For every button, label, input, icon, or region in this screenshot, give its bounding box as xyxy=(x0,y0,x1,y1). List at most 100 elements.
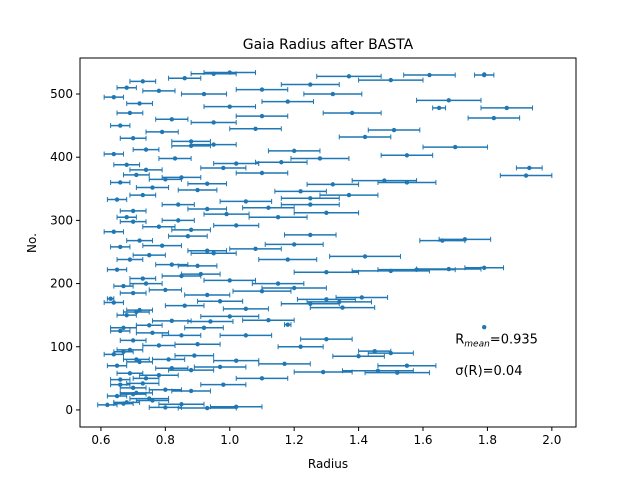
data-point xyxy=(130,290,136,296)
data-point xyxy=(169,117,174,122)
data-point xyxy=(440,238,445,243)
data-point xyxy=(188,388,194,394)
data-point xyxy=(275,281,281,286)
data-point xyxy=(340,305,345,310)
data-point xyxy=(227,278,232,283)
y-axis-label: No. xyxy=(25,233,39,253)
data-point xyxy=(188,143,194,149)
data-point xyxy=(108,296,113,301)
data-point xyxy=(217,364,223,370)
data-point xyxy=(140,381,146,386)
data-point xyxy=(205,206,210,212)
data-point xyxy=(482,72,487,77)
data-point xyxy=(127,371,133,376)
data-point xyxy=(140,79,146,84)
x-axis-ticks: 0.6 0.8 1.0 1.2 1.4 1.6 1.8 2.0 xyxy=(91,427,561,447)
data-point xyxy=(163,405,168,410)
data-point xyxy=(182,76,187,81)
data-point xyxy=(205,248,210,253)
data-point xyxy=(143,376,149,381)
data-point xyxy=(111,352,117,357)
data-point xyxy=(259,376,265,381)
data-point xyxy=(192,353,197,358)
data-point xyxy=(156,88,162,94)
data-point xyxy=(234,404,239,409)
data-point xyxy=(140,192,146,198)
data-point xyxy=(176,202,181,207)
x-tick-label: 1.2 xyxy=(285,433,304,447)
data-point xyxy=(308,301,313,306)
data-point xyxy=(436,105,442,111)
data-point xyxy=(362,134,368,140)
data-point xyxy=(150,330,155,336)
data-layer xyxy=(97,70,553,411)
data-point xyxy=(169,366,174,371)
data-point xyxy=(130,391,136,397)
data-point xyxy=(137,101,142,106)
data-point xyxy=(159,243,165,248)
data-point xyxy=(523,173,529,178)
x-tick-label: 1.8 xyxy=(478,433,497,447)
data-point xyxy=(130,385,136,391)
y-tick-label: 0 xyxy=(65,403,73,417)
data-point xyxy=(118,377,123,382)
x-tick-label: 0.8 xyxy=(156,433,175,447)
data-point xyxy=(221,382,226,387)
data-point xyxy=(253,246,258,252)
data-point xyxy=(156,343,162,348)
data-point xyxy=(308,82,313,87)
data-point xyxy=(105,402,110,408)
data-point xyxy=(195,263,200,269)
data-point xyxy=(388,77,394,83)
data-point xyxy=(285,99,290,104)
data-point xyxy=(201,325,207,330)
data-point xyxy=(259,288,265,294)
data-point xyxy=(130,338,136,343)
data-point xyxy=(143,147,149,152)
data-point xyxy=(227,104,232,109)
data-point xyxy=(282,361,287,367)
data-point xyxy=(114,197,120,202)
x-axis-label: Radius xyxy=(308,457,348,471)
data-point xyxy=(217,299,223,304)
data-point xyxy=(234,223,239,228)
data-point xyxy=(188,367,194,373)
data-point xyxy=(391,127,397,133)
data-point xyxy=(211,71,216,76)
data-point xyxy=(124,85,129,90)
data-point xyxy=(491,115,497,121)
data-point xyxy=(372,348,377,354)
data-point xyxy=(114,363,120,368)
data-point xyxy=(205,181,210,186)
annotation-mean-radius: Rmean=0.935 xyxy=(455,333,538,350)
data-point xyxy=(253,126,258,131)
data-point xyxy=(482,324,487,330)
data-point xyxy=(298,344,303,349)
data-point xyxy=(166,357,171,362)
data-point xyxy=(134,357,139,362)
data-point xyxy=(195,187,200,193)
data-point xyxy=(147,252,152,258)
data-point xyxy=(143,281,149,286)
data-point xyxy=(134,309,139,315)
data-point xyxy=(118,180,123,185)
data-point xyxy=(259,170,265,176)
data-point xyxy=(234,358,239,363)
data-point xyxy=(243,199,249,204)
data-point xyxy=(324,336,329,342)
data-point xyxy=(279,160,284,165)
data-point xyxy=(124,312,129,318)
y-tick-label: 400 xyxy=(50,150,73,164)
data-point xyxy=(308,202,313,207)
data-point xyxy=(134,172,139,178)
data-point xyxy=(130,219,136,224)
data-point xyxy=(118,244,123,250)
data-point xyxy=(362,254,368,259)
data-point xyxy=(121,283,126,289)
data-point xyxy=(111,151,117,157)
data-point xyxy=(118,328,123,334)
y-axis-ticks: 0 100 200 300 400 500 xyxy=(50,87,80,417)
data-point xyxy=(179,333,184,338)
data-point xyxy=(118,382,123,387)
data-point xyxy=(308,232,313,238)
